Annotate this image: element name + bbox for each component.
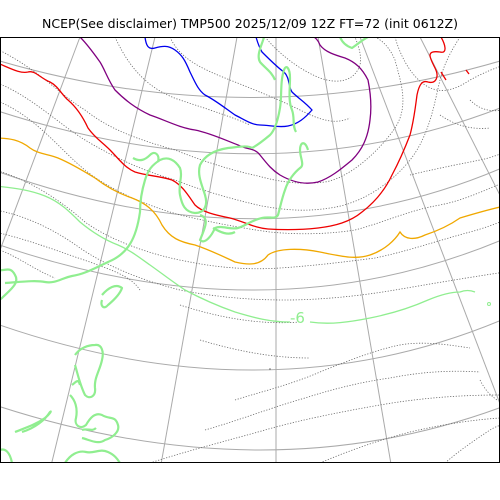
map-title: NCEP(See disclaimer) TMP500 2025/12/09 1… [41,16,458,31]
isotherm-orange [0,137,500,265]
isotherm-line [179,304,301,324]
longitude-line [0,37,81,252]
isotherm-red [0,37,446,231]
isotherm-line [0,101,500,235]
coastline [338,37,369,50]
coastline [251,66,297,149]
latitude-line [0,107,500,155]
isotherm-line [204,370,481,431]
isotherm-blue [144,37,313,128]
coastline [100,284,124,309]
isotherm-line [394,37,500,91]
isotherm-line [439,114,491,129]
contour-label: -6 [290,309,305,327]
minor-isotherms [0,37,500,463]
isotherm-red [440,71,447,81]
isotherm-line [0,210,500,301]
isotherm-line [319,417,500,463]
coastline [0,448,14,463]
isotherm-line [199,339,311,359]
isotherm-line [0,249,56,279]
isotherm-line [479,379,498,401]
isotherm-line [409,153,500,176]
longitude-line [317,37,392,463]
coastline [132,151,160,163]
coastline [81,427,97,432]
latitude-line [0,60,500,98]
isotherm-line [0,37,404,184]
coastline [69,380,120,444]
coastline [14,410,52,434]
isotherm-line [114,37,251,126]
latitude-line [0,168,500,220]
isotherm-green [0,185,476,324]
coastlines [0,37,369,463]
isotherm-red [465,69,470,75]
latitude-line [0,406,500,451]
coastline [4,145,253,285]
isotherm-line [0,171,500,270]
island-marker [487,302,491,306]
coastline [257,37,277,81]
isotherm-line [0,37,461,211]
coastline [64,449,121,463]
latitude-line [0,240,500,291]
longitude-line [160,37,238,463]
coastline [212,227,236,235]
map-border [0,37,500,463]
isotherm-line [444,424,500,463]
isotherm-line [264,37,361,82]
isotherm-line [469,99,500,112]
longitude-line [359,37,500,406]
isotherm-line [234,342,471,401]
longitude-line [51,37,156,463]
latitude-line [0,320,500,371]
latitude-lines [0,60,500,451]
coastline [198,142,310,243]
isotherm-line [149,394,500,463]
longitude-line [419,37,500,197]
island-marker [269,368,271,370]
coastline [73,343,104,399]
coastline [0,268,18,301]
isotherm-purple [79,37,372,184]
